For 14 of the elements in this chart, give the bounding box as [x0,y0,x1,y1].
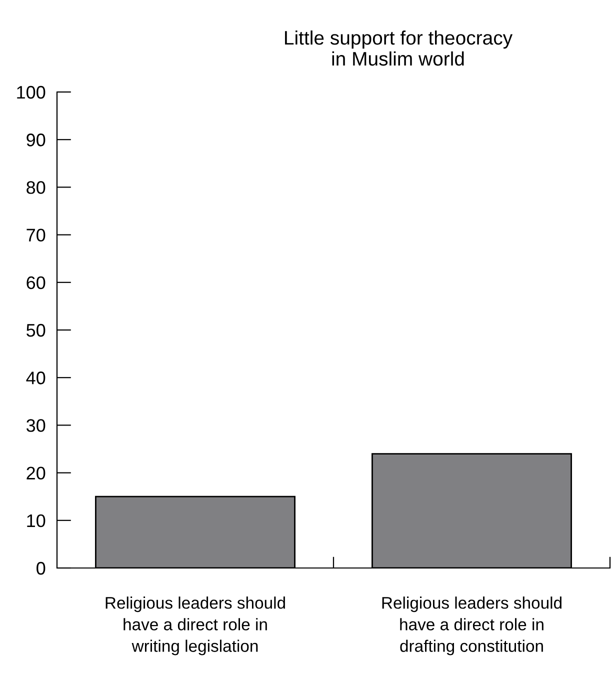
y-tick-label: 60 [26,276,46,290]
y-tick-label: 80 [26,181,46,194]
chart-title: Little support for theocracy in Muslim world [285,30,513,66]
y-tick-label: 20 [26,466,46,480]
y-tick-label: 50 [26,324,46,337]
x-tick-label: Religious leaders should have a direct role in drafting constitution [382,596,562,656]
y-tick-label: 70 [26,228,46,242]
y-tick-label: 0 [36,562,46,575]
y-tick-label: 30 [26,419,46,432]
y-tick-label: 10 [27,514,46,528]
y-tick-label: 100 [17,86,46,99]
x-tick-label: Religious leaders should have a direct role in writing legislation [106,596,285,656]
y-tick-label: 40 [26,372,46,384]
y-tick-label: 90 [26,134,46,146]
